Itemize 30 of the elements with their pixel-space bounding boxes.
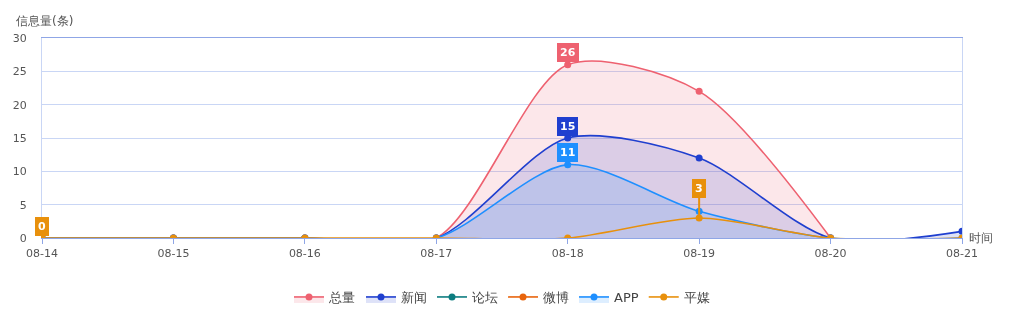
legend-label: 总量 <box>328 290 355 306</box>
x-tick-label: 08-15 <box>157 247 190 261</box>
legend-label: 微博 <box>543 290 569 306</box>
point <box>695 154 703 162</box>
annotation: 11 <box>560 146 576 159</box>
annotation: 0 <box>38 220 46 233</box>
x-tick-label: 08-20 <box>814 247 847 261</box>
annotation: 15 <box>560 120 576 133</box>
x-tick-label: 08-14 <box>26 247 58 261</box>
x-axis-title: 时间 <box>969 231 993 245</box>
x-tick-label: 08-21 <box>946 247 978 261</box>
x-tick-label: 08-16 <box>288 247 321 261</box>
y-tick-label: 25 <box>12 65 27 79</box>
legend-label: APP <box>614 290 639 306</box>
y-tick-label: 5 <box>19 198 27 212</box>
y-tick-label: 10 <box>12 165 27 179</box>
y-tick-label: 30 <box>12 31 27 45</box>
y-tick-label: 20 <box>12 98 27 112</box>
x-tick-label: 08-18 <box>551 247 584 261</box>
x-tick-label: 08-19 <box>683 247 716 261</box>
y-tick-label: 0 <box>19 231 27 245</box>
annotation: 26 <box>560 46 576 59</box>
y-axis-title: 信息量(条) <box>16 14 74 28</box>
point <box>695 87 703 95</box>
legend-label: 论坛 <box>472 290 498 306</box>
legend-label: 平媒 <box>683 290 710 306</box>
annotation: 3 <box>695 182 703 195</box>
legend-label: 新闻 <box>401 290 427 306</box>
x-tick-label: 08-17 <box>420 247 453 261</box>
y-tick-label: 15 <box>12 131 27 145</box>
